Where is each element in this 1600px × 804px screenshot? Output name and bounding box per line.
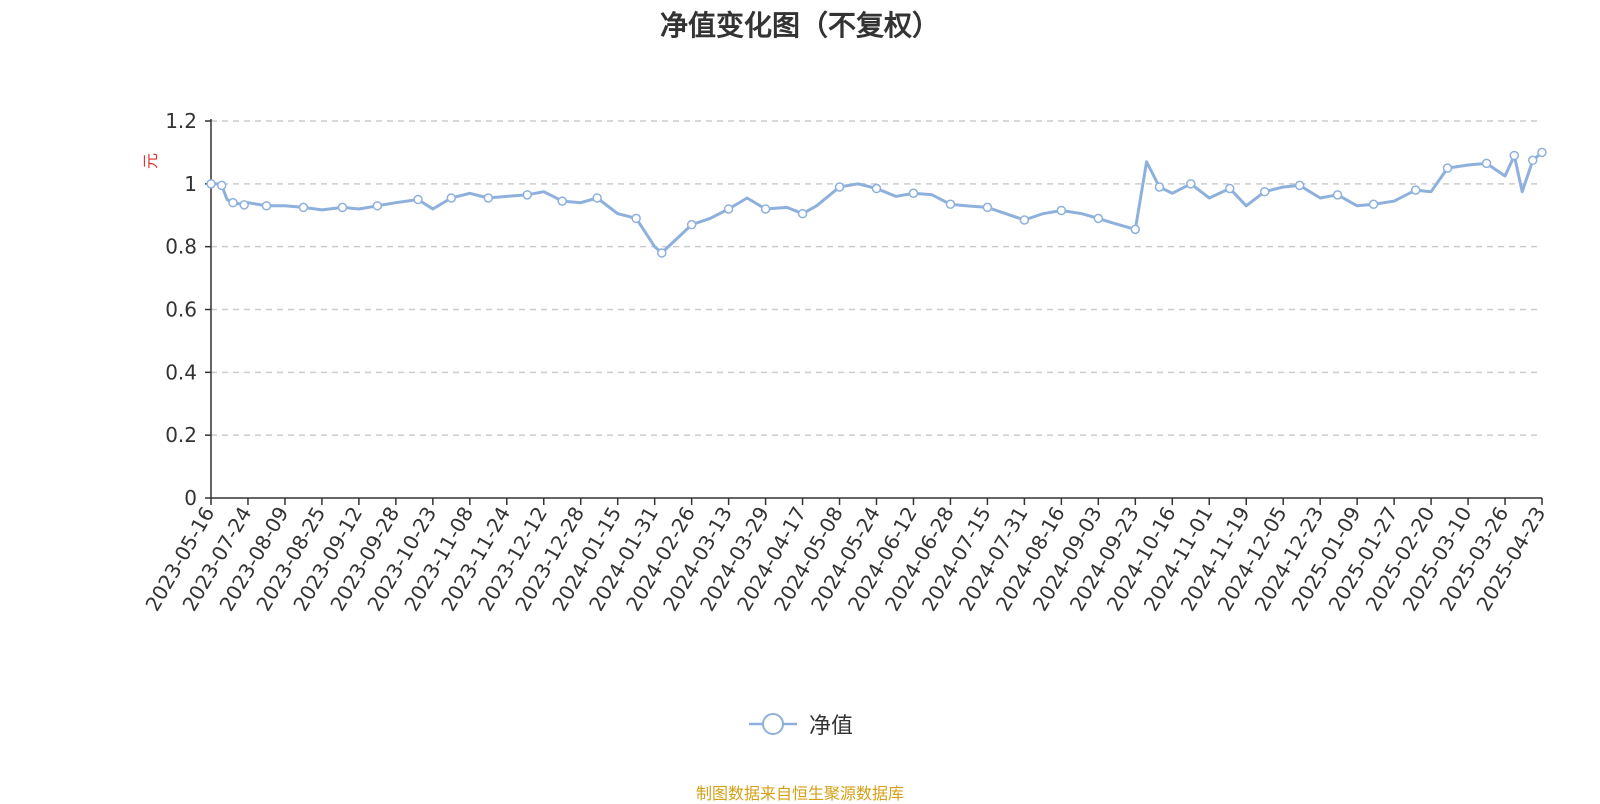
data-point[interactable] (908, 188, 919, 199)
y-tick-label: 1 (184, 172, 197, 196)
data-point[interactable] (337, 202, 348, 213)
data-point[interactable] (413, 194, 423, 205)
data-point[interactable] (557, 196, 567, 206)
data-point[interactable] (239, 200, 249, 210)
data-point[interactable] (797, 208, 808, 219)
data-point[interactable] (372, 201, 383, 211)
legend-line-marker-icon (748, 713, 797, 735)
data-point[interactable] (982, 202, 993, 213)
data-point[interactable] (592, 193, 602, 203)
data-point[interactable] (871, 183, 882, 194)
data-point[interactable] (1056, 205, 1067, 216)
y-tick-label: 0.4 (165, 360, 197, 384)
y-tick-label: 0 (184, 486, 197, 510)
data-point[interactable] (1259, 186, 1270, 197)
data-point[interactable] (298, 202, 309, 213)
y-tick-label: 0.8 (165, 235, 197, 259)
data-point[interactable] (522, 190, 533, 200)
data-point[interactable] (686, 219, 697, 230)
data-point[interactable] (657, 248, 667, 258)
legend-label: 净值 (808, 714, 853, 739)
data-point[interactable] (228, 197, 238, 208)
data-point[interactable] (1368, 199, 1379, 210)
y-tick-label: 1.2 (165, 109, 197, 133)
data-point[interactable] (1509, 150, 1520, 161)
y-tick-label: 0.2 (165, 423, 197, 447)
y-axis-unit-label: 元 (141, 153, 160, 169)
legend[interactable]: 净值 (0, 708, 1600, 743)
data-point[interactable] (446, 193, 457, 203)
data-point[interactable] (1528, 155, 1538, 166)
data-point[interactable] (1186, 179, 1196, 189)
data-point[interactable] (216, 180, 227, 191)
data-source-note: 制图数据来自恒生聚源数据库 (695, 784, 904, 803)
data-point[interactable] (1537, 147, 1547, 158)
data-point[interactable] (1225, 183, 1235, 194)
data-point[interactable] (1154, 182, 1165, 192)
data-point[interactable] (1130, 224, 1141, 235)
data-point[interactable] (1332, 190, 1343, 200)
chart-title: 净值变化图（不复权） (659, 9, 940, 42)
y-tick-label: 0.6 (165, 298, 197, 322)
series-line-0 (209, 150, 1544, 255)
data-point[interactable] (483, 193, 494, 203)
data-point[interactable] (1481, 158, 1492, 169)
data-point[interactable] (834, 182, 845, 192)
data-point[interactable] (760, 204, 771, 214)
data-point[interactable] (1093, 213, 1104, 224)
data-point[interactable] (631, 213, 641, 224)
data-point[interactable] (261, 201, 272, 211)
data-point[interactable] (206, 179, 216, 189)
data-point[interactable] (1442, 163, 1453, 173)
data-point[interactable] (723, 204, 734, 214)
data-point[interactable] (1410, 185, 1421, 195)
data-point[interactable] (1019, 215, 1030, 225)
data-point[interactable] (945, 199, 956, 210)
data-point[interactable] (1294, 180, 1305, 191)
